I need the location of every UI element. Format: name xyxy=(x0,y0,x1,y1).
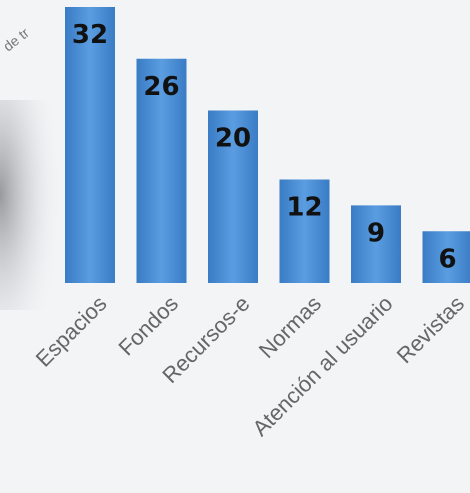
bar-recursos-e xyxy=(208,110,258,283)
data-label-revistas: 6 xyxy=(438,244,456,274)
data-label-fondos: 26 xyxy=(143,72,179,102)
bar-fondos xyxy=(136,58,187,283)
bar-revistas xyxy=(422,231,470,283)
data-label-normas: 12 xyxy=(286,193,322,223)
bars-group: 32 26 20 12 9 6 xyxy=(65,7,470,283)
data-label-espacios: 32 xyxy=(72,20,108,50)
bar-normas xyxy=(279,179,330,283)
data-label-atencion-al-usuario: 9 xyxy=(367,218,385,248)
bar-espacios xyxy=(65,7,115,283)
bar-atencion-al-usuario xyxy=(351,205,401,283)
background-blur xyxy=(0,100,70,310)
data-label-recursos-e: 20 xyxy=(215,124,251,154)
